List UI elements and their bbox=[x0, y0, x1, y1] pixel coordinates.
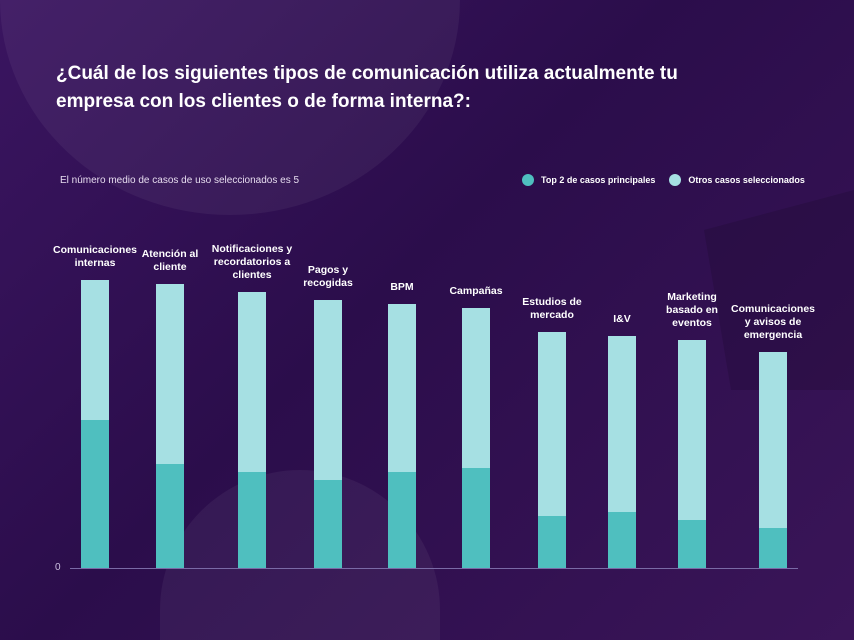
category-label: I&V bbox=[577, 313, 667, 326]
legend-label: Otros casos seleccionados bbox=[688, 175, 805, 185]
category-label-line: clientes bbox=[232, 269, 272, 281]
category-label: Notificaciones y recordatorios a clientes bbox=[207, 243, 297, 282]
category-label-line: Estudios de bbox=[522, 296, 582, 308]
bar-segment-other bbox=[238, 292, 266, 472]
category-label: Atención al cliente bbox=[125, 248, 215, 274]
bar-segment-top2 bbox=[759, 528, 787, 568]
bar-segment-other bbox=[314, 300, 342, 480]
category-label-line: mercado bbox=[530, 309, 574, 321]
chart-title: ¿Cuál de los siguientes tipos de comunic… bbox=[56, 63, 678, 112]
bar-segment-top2 bbox=[314, 480, 342, 568]
category-label-line: Notificaciones y bbox=[211, 243, 293, 255]
category-label: Comunicaciones internas bbox=[50, 244, 140, 270]
category-label-line: Atención al bbox=[141, 248, 199, 260]
legend-item: Otros casos seleccionados bbox=[669, 174, 805, 186]
bar-segment-top2 bbox=[81, 420, 109, 568]
bar-segment-top2 bbox=[462, 468, 490, 568]
y-tick-label: 0 bbox=[55, 562, 61, 573]
chart-subtitle: El número medio de casos de uso seleccio… bbox=[60, 175, 300, 186]
legend-swatch bbox=[522, 174, 534, 186]
legend: Top 2 de casos principales Otros casos s… bbox=[522, 174, 805, 186]
legend-swatch bbox=[669, 174, 682, 186]
bar-segment-top2 bbox=[538, 516, 566, 568]
category-label-line: internas bbox=[74, 257, 116, 269]
bar-segment-top2 bbox=[388, 472, 416, 568]
bar-segment-other bbox=[81, 280, 109, 420]
bar-segment-other bbox=[462, 308, 490, 468]
category-label-line: Comunicaciones bbox=[52, 244, 138, 256]
bar-segment-other bbox=[678, 340, 706, 520]
bar-segment-top2 bbox=[608, 512, 636, 568]
bar-segment-other bbox=[388, 304, 416, 472]
legend-item: Top 2 de casos principales bbox=[522, 174, 655, 186]
category-label: BPM bbox=[357, 281, 447, 294]
category-label-line: recordatorios a bbox=[213, 256, 291, 268]
category-label-line: cliente bbox=[153, 261, 187, 273]
category-label-line: Marketing bbox=[667, 291, 717, 303]
category-label-line: Campañas bbox=[449, 285, 503, 297]
category-label-line: Comunicaciones bbox=[730, 303, 816, 315]
category-label-line: I&V bbox=[613, 313, 631, 325]
bar-segment-other bbox=[156, 284, 184, 464]
bar-segment-other bbox=[538, 332, 566, 516]
category-label: Comunicaciones y avisos de emergencia bbox=[728, 303, 818, 342]
bar-segment-other bbox=[759, 352, 787, 528]
legend-label: Top 2 de casos principales bbox=[541, 175, 656, 185]
category-label-line: emergencia bbox=[743, 329, 803, 341]
category-label: Marketing basado en eventos bbox=[647, 291, 737, 330]
bar-segment-top2 bbox=[156, 464, 184, 568]
category-label-line: eventos bbox=[672, 317, 712, 329]
category-label: Pagos y recogidas bbox=[283, 264, 373, 290]
category-label: Campañas bbox=[431, 285, 521, 298]
category-label-line: recogidas bbox=[303, 277, 353, 289]
category-label-line: BPM bbox=[390, 281, 414, 293]
category-label-line: basado en bbox=[666, 304, 718, 316]
category-label-line: y avisos de bbox=[744, 316, 802, 328]
category-label-line: Pagos y bbox=[307, 264, 349, 276]
bar-segment-other bbox=[608, 336, 636, 512]
category-label: Estudios de mercado bbox=[507, 296, 597, 322]
bar-segment-top2 bbox=[238, 472, 266, 568]
bar-segment-top2 bbox=[678, 520, 706, 568]
